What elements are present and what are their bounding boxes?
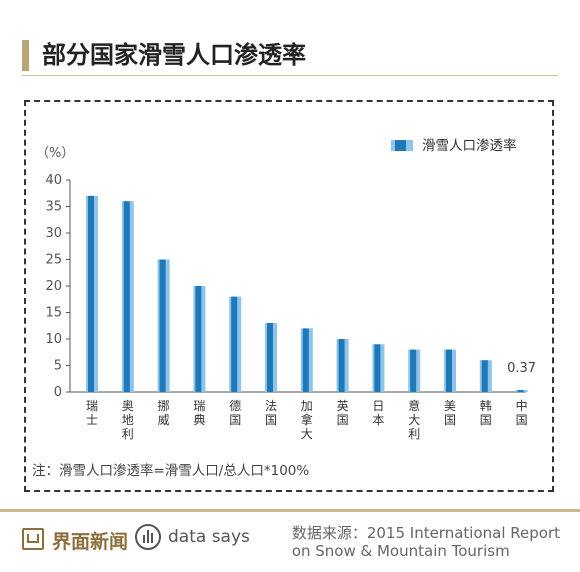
bar: [515, 390, 528, 392]
bar: [336, 339, 349, 392]
bar-dark-part: [123, 201, 130, 392]
bar-group: 0.37: [86, 195, 536, 392]
bar-dark-part: [481, 360, 488, 392]
bar-dark-part: [267, 323, 273, 392]
y-tick-label: 5: [54, 359, 62, 374]
page-title: 部分国家滑雪人口渗透率: [42, 41, 306, 69]
y-tick-label: 40: [45, 173, 62, 188]
chart-axes: 0 5 10 15 20 25 30 35 40: [45, 173, 526, 400]
bar-dark-part: [88, 195, 94, 392]
footer-divider: [0, 509, 580, 512]
category-label: 英国: [337, 399, 349, 427]
category-label: 德国: [229, 398, 241, 427]
legend: 滑雪人口渗透率: [391, 137, 517, 154]
category-label: 法国: [265, 399, 277, 427]
category-label: 日本: [372, 399, 384, 427]
brand-name: 界面新闻: [52, 531, 129, 553]
title-divider: [22, 75, 558, 76]
bar-dark-part: [231, 296, 238, 392]
chart-frame: 0 5 10 15 20 25 30 35 40 0.37 瑞士 奥地利 挪威 瑞典 德国 法国 加拿大 英国…: [24, 100, 554, 492]
data-says-logo-icon: [135, 524, 161, 550]
y-axis-label: （%）: [36, 146, 74, 161]
category-label: 韩国: [480, 398, 492, 427]
legend-swatch-dark: [395, 140, 406, 151]
bar: [408, 349, 421, 392]
bar: [157, 259, 170, 392]
bar: [479, 360, 492, 392]
formula-note: 注：滑雪人口渗透率=滑雪人口/总人口*100%: [32, 462, 309, 479]
category-label: 瑞典: [193, 399, 205, 427]
value-annotation: 0.37: [507, 361, 536, 376]
bar-dark-part: [446, 349, 452, 392]
y-tick-label: 15: [45, 306, 62, 321]
bar: [121, 201, 134, 392]
bar-dark-part: [410, 349, 417, 392]
legend-label: 滑雪人口渗透率: [422, 137, 517, 154]
bar-dark-part: [195, 286, 202, 392]
footer: 界面新闻 data says 数据来源：2015 International R…: [0, 512, 580, 572]
category-label: 美国: [444, 399, 456, 427]
bar-dark-part: [159, 259, 166, 392]
category-label: 瑞士: [86, 399, 98, 427]
bar-dark-part: [338, 339, 345, 392]
bar: [86, 195, 98, 392]
y-tick-label: 20: [45, 279, 62, 294]
category-label: 意大利: [408, 398, 420, 441]
bar: [193, 286, 206, 392]
bar-dark-part: [517, 390, 524, 392]
category-label: 挪威: [158, 399, 170, 427]
title-accent-bar: [22, 40, 29, 71]
y-tick-label: 10: [45, 332, 62, 347]
y-tick-label: 0: [54, 385, 62, 400]
bar: [444, 349, 456, 392]
brand-logo-icon: [22, 528, 44, 550]
y-tick-label: 30: [45, 226, 62, 241]
data-source: 数据来源：2015 International Report on Snow &…: [291, 524, 560, 560]
bar-dark-part: [374, 344, 381, 392]
bar: [265, 323, 277, 392]
y-tick-label: 35: [45, 200, 62, 215]
bar: [300, 328, 313, 392]
category-label: 中国: [516, 398, 528, 427]
bar: [229, 296, 242, 392]
y-tick-label: 25: [45, 253, 62, 268]
category-label: 奥地利: [122, 399, 134, 441]
bar-dark-part: [302, 328, 309, 392]
data-says-label: data says: [168, 527, 250, 547]
category-label: 加拿大: [301, 399, 313, 441]
bar: [372, 344, 385, 392]
